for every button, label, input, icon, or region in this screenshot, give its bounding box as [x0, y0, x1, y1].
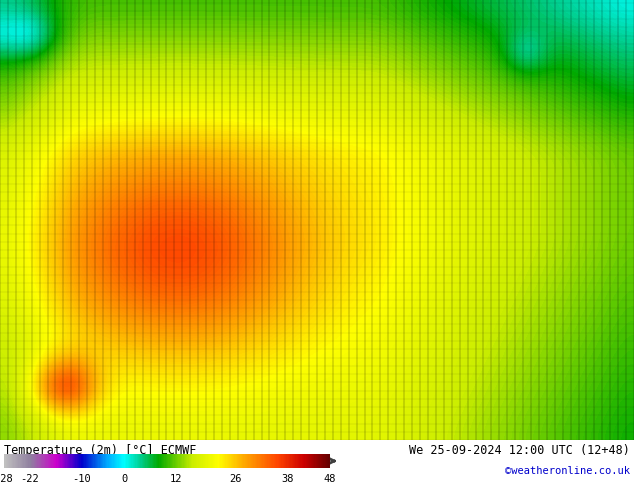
Text: ©weatheronline.co.uk: ©weatheronline.co.uk — [505, 466, 630, 476]
Text: We 25-09-2024 12:00 UTC (12+48): We 25-09-2024 12:00 UTC (12+48) — [409, 444, 630, 457]
Text: Temperature (2m) [°C] ECMWF: Temperature (2m) [°C] ECMWF — [4, 444, 197, 457]
